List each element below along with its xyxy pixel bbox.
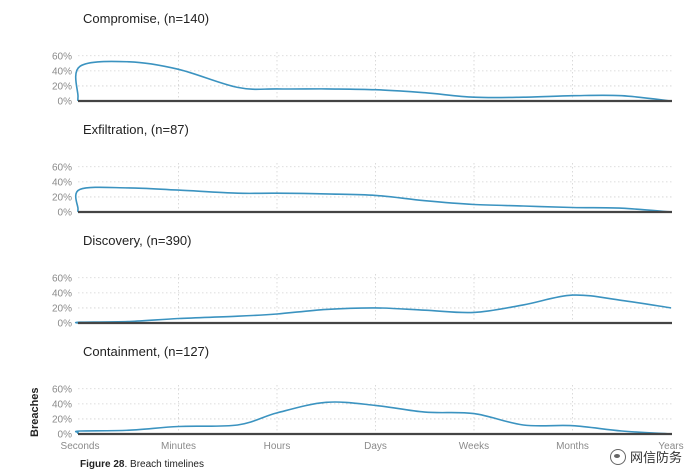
y-tick-label: 40%	[52, 66, 72, 77]
x-tick-label: Months	[556, 441, 589, 452]
x-tick-label: Weeks	[459, 441, 489, 452]
x-tick-label: Years	[658, 441, 683, 452]
series-line	[74, 60, 672, 102]
y-tick-label: 40%	[52, 399, 72, 410]
y-tick-label: 40%	[52, 177, 72, 188]
y-tick-label: 60%	[52, 384, 72, 395]
y-tick-label: 60%	[52, 162, 72, 173]
series-line	[74, 186, 672, 213]
y-tick-label: 60%	[52, 273, 72, 284]
panel-title: Compromise, (n=140)	[83, 11, 209, 26]
y-tick-label: 20%	[52, 414, 72, 425]
y-tick-label: 20%	[52, 192, 72, 203]
series-line	[74, 401, 672, 435]
watermark-text: 网信防务	[629, 451, 682, 466]
y-tick-label: 40%	[52, 288, 72, 299]
chart-panel-1: Compromise, (n=140) 0% 20% 40% 60%	[52, 11, 672, 108]
y-tick-label: 60%	[52, 51, 72, 62]
y-tick-label: 0%	[58, 319, 73, 330]
y-tick-label: 0%	[58, 208, 73, 219]
y-axis-title: Breaches	[29, 387, 41, 437]
chart-panel-2: Exfiltration, (n=87) 0% 20% 40% 60%	[52, 122, 672, 219]
chat-bubble-icon	[609, 448, 626, 465]
panel-title: Discovery, (n=390)	[83, 233, 192, 248]
chart-panels: Compromise, (n=140)0%20%40%60%Exfiltrati…	[52, 11, 672, 441]
caption-label: Figure 28	[80, 459, 125, 470]
caption-text: . Breach timelines	[124, 459, 203, 470]
y-tick-label: 0%	[58, 430, 73, 441]
chart-panel-3: Discovery, (n=390) 0% 20% 40% 60%	[52, 233, 672, 330]
x-tick-label: Days	[364, 441, 387, 452]
series-line	[74, 294, 672, 324]
y-tick-label: 0%	[58, 97, 73, 108]
x-tick-label: Hours	[264, 441, 291, 452]
x-tick-label: Seconds	[61, 441, 100, 452]
y-tick-label: 20%	[52, 81, 72, 92]
panel-title: Exfiltration, (n=87)	[83, 122, 189, 137]
chart-panel-4: Containment, (n=127) 0% 20% 40% 60%	[52, 344, 672, 441]
figure-caption: Figure 28. Breach timelines	[80, 459, 204, 470]
x-tick-label: Minutes	[161, 441, 196, 452]
x-axis: Seconds Minutes Hours Days Weeks Months Years	[61, 441, 684, 452]
panel-title: Containment, (n=127)	[83, 344, 209, 359]
watermark: 网信防务	[609, 447, 682, 466]
y-tick-label: 20%	[52, 303, 72, 314]
